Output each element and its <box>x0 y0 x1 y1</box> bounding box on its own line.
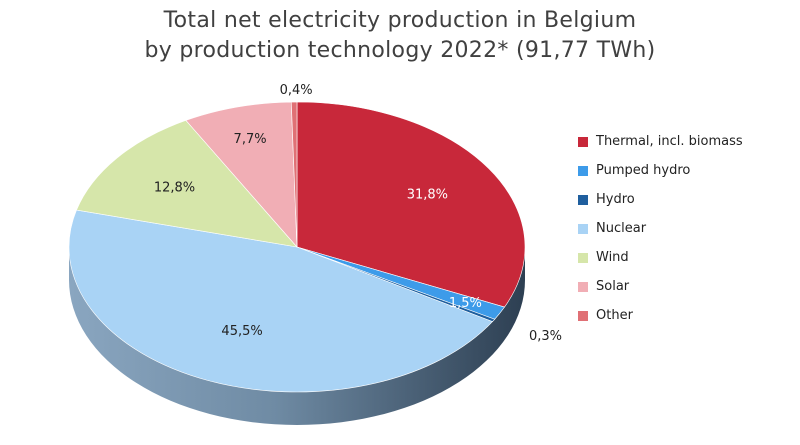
data-label-pumped-hydro: 1,5% <box>449 296 482 311</box>
legend-label: Thermal, incl. biomass <box>596 134 743 149</box>
legend-swatch <box>578 165 588 176</box>
data-label-other: 0,4% <box>280 83 313 98</box>
legend-item-nuclear: Nuclear <box>578 214 743 243</box>
legend-item-pumped-hydro: Pumped hydro <box>578 156 743 185</box>
pie-side-wall <box>69 247 525 425</box>
legend-item-hydro: Hydro <box>578 185 743 214</box>
legend-swatch <box>578 310 588 321</box>
chart-legend: Thermal, incl. biomass Pumped hydro Hydro N… <box>578 127 743 330</box>
legend-swatch <box>578 281 588 292</box>
data-label-thermal-incl-biomass: 31,8% <box>407 188 448 203</box>
legend-swatch <box>578 223 588 234</box>
legend-item-thermal-incl-biomass: Thermal, incl. biomass <box>578 127 743 156</box>
pie-slice-solar <box>185 101 298 248</box>
legend-swatch <box>578 252 588 263</box>
legend-label: Other <box>596 308 633 323</box>
pie-slice-other <box>290 101 298 248</box>
data-label-hydro: 0,3% <box>529 329 562 344</box>
legend-label: Wind <box>596 250 629 265</box>
legend-label: Solar <box>596 279 630 294</box>
legend-label: Pumped hydro <box>596 163 691 178</box>
chart-title-line-2: by production technology 2022* (91,77 TW… <box>144 38 656 63</box>
data-label-solar: 7,7% <box>234 132 267 147</box>
pie-slice-wind <box>76 120 298 248</box>
legend-label: Hydro <box>596 192 635 207</box>
legend-item-solar: Solar <box>578 272 743 301</box>
data-label-nuclear: 45,5% <box>221 324 262 339</box>
legend-swatch <box>578 194 588 205</box>
legend-swatch <box>578 136 588 147</box>
pie-slice-thermal-incl-biomass <box>296 101 526 308</box>
pie-slice-nuclear <box>68 209 494 393</box>
chart-title-line-1: Total net electricity production in Belg… <box>163 8 637 33</box>
legend-item-other: Other <box>578 301 743 330</box>
data-label-wind: 12,8% <box>154 181 195 196</box>
legend-item-wind: Wind <box>578 243 743 272</box>
legend-label: Nuclear <box>596 221 647 236</box>
